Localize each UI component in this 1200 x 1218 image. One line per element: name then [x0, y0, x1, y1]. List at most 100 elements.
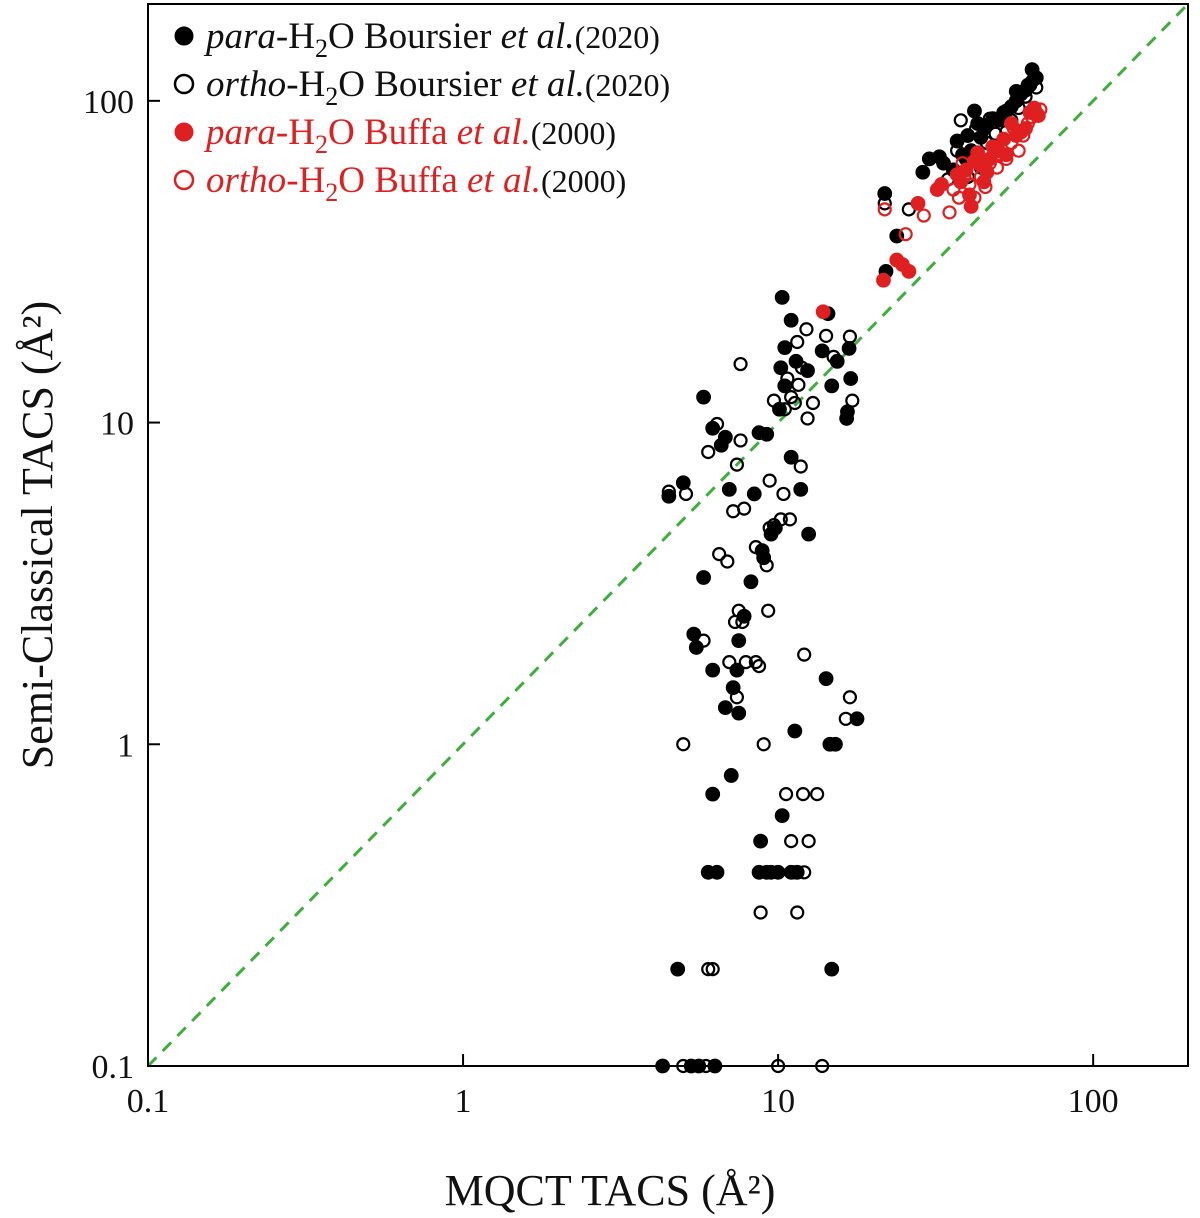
data-point: [801, 834, 816, 849]
legend-text-post: O Buffa: [328, 112, 457, 153]
data-point: [761, 603, 776, 618]
data-point: [1016, 128, 1031, 143]
legend-text-year: (2020): [575, 19, 660, 55]
data-point: [774, 289, 790, 305]
data-point: [661, 484, 676, 499]
data-point: [737, 501, 752, 516]
data-point: [982, 111, 997, 126]
data-point: [967, 190, 982, 205]
data-point: [968, 121, 984, 136]
data-point: [738, 655, 753, 670]
data-point: [753, 833, 769, 849]
data-point: [721, 481, 737, 497]
legend-text-year: (2020): [585, 67, 670, 103]
data-point: [800, 411, 815, 426]
data-point: [701, 444, 716, 460]
data-point: [999, 151, 1014, 167]
data-point: [916, 208, 931, 223]
data-point: [770, 864, 786, 880]
data-point: [688, 640, 704, 655]
legend-text-pre: -H: [276, 16, 315, 57]
data-point: [759, 558, 774, 573]
data-point: [818, 328, 834, 343]
y-tick-label: 10: [100, 406, 134, 443]
data-point: [841, 341, 857, 356]
data-point: [748, 655, 763, 670]
data-point: [774, 808, 790, 824]
data-point: [795, 787, 811, 802]
legend-marker: [174, 122, 194, 142]
data-point: [814, 343, 830, 359]
data-point: [955, 156, 970, 171]
legend-text-post: O Boursier: [338, 64, 511, 105]
data-point: [720, 554, 735, 569]
data-point: [773, 360, 789, 376]
data-point: [787, 865, 802, 880]
data-point: [953, 113, 968, 128]
data-point: [746, 486, 762, 502]
data-point: [967, 103, 982, 119]
legend-text-etal: et al.: [467, 160, 541, 201]
y-tick-label: 1: [117, 727, 134, 764]
data-point: [712, 547, 727, 562]
data-point: [783, 312, 799, 328]
data-point: [1004, 135, 1019, 151]
data-point: [843, 371, 859, 386]
data-point: [824, 378, 840, 394]
reference-line: [146, 2, 1190, 1068]
data-point: [877, 196, 892, 211]
legend-text-sub: 2: [315, 130, 328, 159]
legend-marker: [173, 73, 195, 95]
data-point: [827, 736, 843, 752]
legend-marker: [173, 169, 195, 191]
legend-text-etal: et al.: [501, 16, 575, 57]
x-tick-label: 0.1: [127, 1083, 170, 1120]
data-point: [661, 488, 677, 504]
data-point: [705, 662, 721, 678]
legend-text-species: ortho: [206, 64, 286, 105]
data-point: [696, 633, 711, 648]
data-point: [731, 633, 747, 649]
data-point: [753, 905, 768, 920]
data-point: [670, 961, 686, 977]
legend-text-etal: et al.: [511, 64, 585, 105]
data-point: [951, 190, 967, 205]
data-point: [701, 962, 716, 977]
x-tick-label: 100: [1068, 1083, 1119, 1120]
data-point: [748, 540, 763, 555]
data-point: [815, 304, 831, 320]
data-point: [780, 371, 795, 386]
data-point: [696, 570, 711, 585]
x-axis-label: MQCT TACS (Å²): [445, 1166, 776, 1215]
data-point: [743, 574, 759, 590]
data-point: [1006, 121, 1021, 136]
data-point: [797, 647, 812, 662]
data-point: [705, 962, 720, 977]
data-point: [793, 481, 809, 497]
data-point: [791, 377, 806, 392]
plot-frame: [147, 3, 1189, 1067]
tick-layer: 0.1 1 10 100 0.1 1 10 100: [83, 84, 1119, 1120]
data-point: [709, 416, 725, 432]
legend-text-year: (2000): [541, 163, 626, 199]
data-point: [705, 786, 721, 802]
legend-text-species: ortho: [206, 160, 286, 201]
data-point: [733, 433, 748, 448]
data-point: [731, 603, 746, 618]
data-point: [754, 543, 770, 558]
data-point: [1011, 143, 1026, 158]
legend-text-pre: -H: [286, 160, 325, 201]
data-point: [801, 526, 817, 542]
data-point: [797, 865, 812, 880]
data-point: [783, 449, 799, 465]
data-point: [826, 349, 841, 364]
data-point: [756, 737, 771, 752]
legend-entry: ortho-H2O Boursier et al.(2020): [206, 64, 670, 111]
data-point: [877, 202, 892, 217]
data-point: [776, 486, 791, 502]
data-point: [842, 329, 858, 344]
legend-entry: ortho-H2O Buffa et al.(2000): [206, 160, 626, 207]
x-tick-label: 10: [761, 1083, 795, 1120]
data-point: [729, 690, 745, 705]
data-point: [876, 272, 891, 288]
